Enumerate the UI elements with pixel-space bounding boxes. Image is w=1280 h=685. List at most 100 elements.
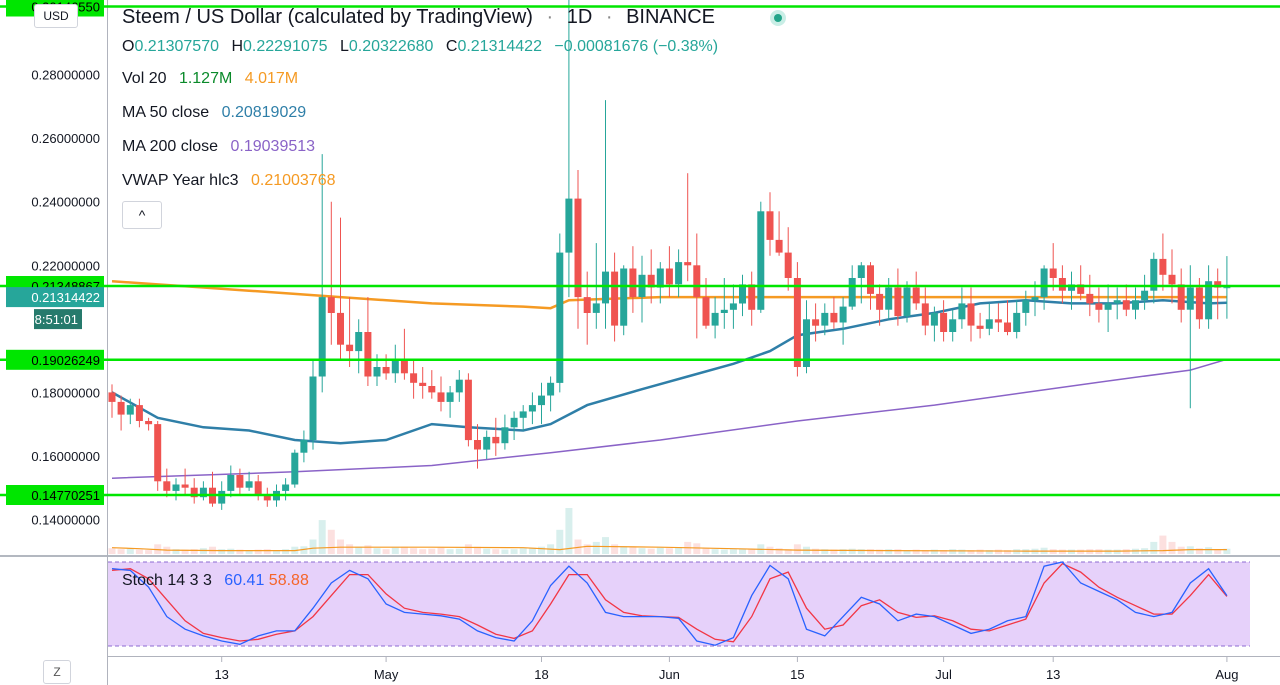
volume-bar bbox=[839, 549, 847, 554]
candle-body bbox=[1031, 297, 1039, 301]
currency-button[interactable]: USD bbox=[34, 4, 78, 28]
candle-body bbox=[1141, 290, 1149, 301]
stoch-legend[interactable]: Stoch 14 3 3 60.41 58.88 bbox=[122, 572, 317, 590]
price-tick-label: 0.22000000 bbox=[31, 258, 100, 273]
volume-bar bbox=[720, 549, 728, 554]
volume-bar bbox=[1104, 549, 1112, 554]
volume-bar bbox=[583, 544, 591, 554]
candle-body bbox=[1122, 300, 1130, 310]
candle-body bbox=[748, 284, 756, 310]
ma200-value: 0.19039513 bbox=[230, 138, 316, 155]
volume-bar bbox=[172, 549, 180, 554]
candle-body bbox=[592, 303, 600, 313]
volume-bar bbox=[702, 548, 710, 554]
candle-body bbox=[565, 198, 573, 253]
volume-bar bbox=[218, 549, 226, 554]
candle-body bbox=[839, 306, 847, 323]
volume-bar bbox=[145, 550, 153, 554]
volume-bar bbox=[711, 549, 719, 554]
time-tick-label: Jul bbox=[935, 667, 952, 682]
volume-bar bbox=[675, 547, 683, 554]
candle-body bbox=[903, 287, 911, 317]
candle-body bbox=[1077, 284, 1085, 294]
volume-bar bbox=[565, 508, 573, 554]
volume-bar bbox=[949, 549, 957, 554]
candle-body bbox=[912, 287, 920, 304]
volume-bar bbox=[940, 550, 948, 554]
candles bbox=[108, 0, 1231, 510]
time-tick-label: 18 bbox=[534, 667, 548, 682]
volume-bar bbox=[1068, 549, 1075, 554]
volume-bar bbox=[985, 550, 993, 554]
price-line-label: 0.19026249 bbox=[31, 353, 100, 368]
volume-bar bbox=[912, 549, 920, 554]
symbol-title[interactable]: Steem / US Dollar (calculated by Trading… bbox=[122, 6, 533, 28]
candle-body bbox=[492, 436, 500, 444]
candle-body bbox=[510, 417, 518, 428]
candle-body bbox=[739, 284, 746, 304]
volume-bar bbox=[355, 546, 363, 554]
candle-body bbox=[355, 332, 363, 352]
volume-bar bbox=[930, 549, 938, 554]
candle-body bbox=[1095, 303, 1103, 310]
volume-bar bbox=[766, 546, 774, 554]
ma200-legend[interactable]: MA 200 close 0.19039513 bbox=[122, 138, 323, 156]
candle-body bbox=[848, 278, 856, 307]
candle-body bbox=[766, 211, 774, 240]
close-label: C bbox=[445, 38, 458, 55]
volume-bar bbox=[994, 549, 1002, 554]
stoch-k-value: 60.41 bbox=[224, 572, 265, 589]
low-label: L bbox=[339, 38, 349, 55]
interval-label[interactable]: 1D bbox=[566, 6, 593, 28]
candle-body bbox=[684, 262, 692, 266]
candle-body bbox=[327, 297, 335, 313]
volume-bar bbox=[428, 548, 436, 554]
ma50-legend[interactable]: MA 50 close 0.20819029 bbox=[122, 104, 314, 122]
volume-bar bbox=[793, 544, 801, 554]
candle-body bbox=[976, 325, 984, 329]
candle-body bbox=[812, 319, 820, 326]
volume-bar bbox=[1113, 549, 1121, 554]
collapse-legend-button[interactable]: ^ bbox=[122, 201, 162, 229]
zoom-reset-button[interactable]: Z bbox=[43, 660, 71, 684]
volume-bar bbox=[245, 550, 253, 554]
stoch-pane-background bbox=[108, 562, 1250, 646]
volume-bar bbox=[1150, 541, 1158, 554]
low-value: 0.20322680 bbox=[348, 38, 434, 55]
volume-bar bbox=[611, 544, 619, 554]
candle-body bbox=[1040, 268, 1048, 298]
volume-legend[interactable]: Vol 20 1.127M 4.017M bbox=[122, 70, 306, 88]
candle-body bbox=[611, 271, 619, 326]
volume-bar bbox=[492, 549, 500, 554]
candle-body bbox=[729, 303, 737, 310]
stoch-d-value: 58.88 bbox=[268, 572, 309, 589]
candle-body bbox=[1086, 293, 1094, 304]
candle-body bbox=[1195, 287, 1203, 320]
candle-body bbox=[181, 484, 189, 488]
time-tick-label: 13 bbox=[1046, 667, 1060, 682]
candle-body bbox=[428, 386, 436, 393]
symbol-title-row: Steem / US Dollar (calculated by Trading… bbox=[122, 6, 723, 29]
volume-bar bbox=[885, 549, 893, 554]
candle-body bbox=[263, 494, 271, 501]
price-tick-label: 0.16000000 bbox=[31, 449, 100, 464]
price-tick-label: 0.28000000 bbox=[31, 68, 100, 83]
candle-body bbox=[337, 312, 344, 345]
volume-bar bbox=[327, 529, 335, 554]
candle-body bbox=[793, 278, 801, 367]
horizontal-lines[interactable] bbox=[0, 5, 1280, 497]
vwap-legend[interactable]: VWAP Year hlc3 0.21003768 bbox=[122, 172, 344, 190]
volume-bar bbox=[538, 546, 545, 554]
volume-bar bbox=[410, 548, 418, 554]
volume-bar bbox=[1223, 548, 1231, 554]
volume-bar bbox=[300, 546, 308, 554]
candle-body bbox=[1168, 274, 1176, 285]
candle-body bbox=[410, 373, 418, 383]
candle-body bbox=[994, 319, 1002, 323]
volume-bar bbox=[373, 548, 381, 554]
volume-bar bbox=[656, 547, 664, 554]
candle-body bbox=[803, 319, 810, 367]
candle-body bbox=[857, 265, 865, 278]
candle-body bbox=[373, 367, 381, 377]
